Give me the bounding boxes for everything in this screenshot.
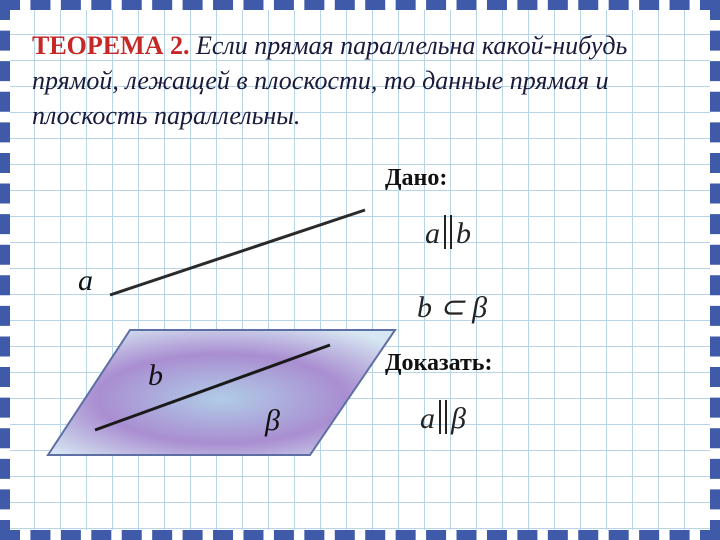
parallel-symbol-2 xyxy=(437,400,449,434)
geometry-svg: a b β xyxy=(30,155,410,485)
content-area: ТЕОРЕМА 2. Если прямая параллельна какой… xyxy=(10,10,710,530)
formula-a-parallel-b: ab xyxy=(425,215,471,251)
formula-beta: β xyxy=(451,402,466,435)
formula-a2: a xyxy=(420,402,435,435)
formula-a-parallel-beta: aβ xyxy=(420,400,466,436)
label-beta: β xyxy=(264,404,280,437)
theorem-title: ТЕОРЕМА 2. xyxy=(32,31,189,60)
label-b: b xyxy=(148,359,163,392)
parallel-symbol xyxy=(442,215,454,249)
diagram-area: a b β Дано: ab b ⊂ β Доказать: aβ xyxy=(30,155,710,525)
formula-a: a xyxy=(425,217,440,250)
formula-b-subset-beta: b ⊂ β xyxy=(417,290,487,325)
prove-heading: Доказать: xyxy=(385,350,492,377)
theorem-text: ТЕОРЕМА 2. Если прямая параллельна какой… xyxy=(32,28,688,133)
given-heading: Дано: xyxy=(385,165,447,192)
formula-b: b xyxy=(456,217,471,250)
plane-beta xyxy=(48,330,395,455)
line-a xyxy=(110,210,365,295)
label-a: a xyxy=(78,264,93,297)
